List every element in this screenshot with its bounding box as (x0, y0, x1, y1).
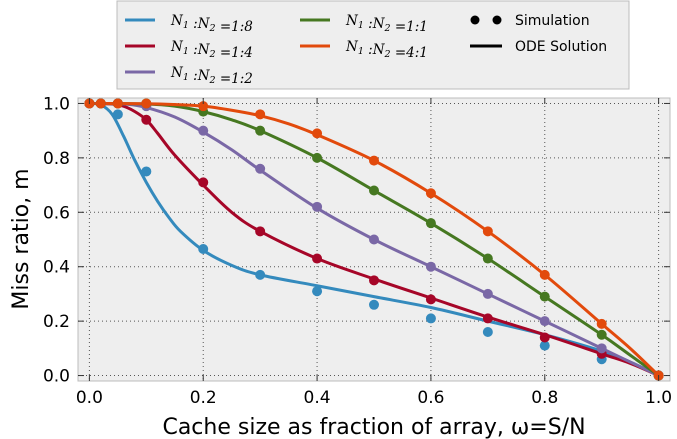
data-point (112, 109, 123, 120)
legend-ode-label: ODE Solution (515, 39, 607, 55)
x-tick-label: 0.4 (304, 388, 331, 408)
x-tick-label: 0.6 (417, 388, 444, 408)
data-point (425, 294, 436, 305)
data-point (539, 340, 550, 351)
data-point (482, 313, 493, 324)
y-tick-label: 0.6 (43, 203, 70, 223)
data-point (255, 109, 266, 120)
y-axis-ticks: 0.0 0.2 0.4 0.6 0.8 1.0 (43, 94, 670, 387)
legend-simulation-label: Simulation (515, 13, 590, 29)
x-tick-label: 1.0 (645, 388, 672, 408)
y-axis-label: Miss ratio, m (9, 168, 34, 309)
data-point (425, 261, 436, 272)
data-point (141, 114, 152, 125)
legend-entry: N1 :N2 =1:8 (125, 13, 253, 35)
legend-simulation: Simulation (470, 13, 590, 29)
data-point (141, 166, 152, 177)
data-point (539, 316, 550, 327)
data-point (255, 269, 266, 280)
data-point (369, 234, 379, 245)
legend: N1 :N2 =1:8 N1 :N2 =1:4 N1 :N2 =1:2 N1 :N2 … (116, 0, 630, 90)
data-point (369, 299, 379, 310)
legend-label: N1 :N2 =1:2 (170, 65, 253, 87)
data-point (312, 286, 323, 297)
series-line-3 (89, 101, 660, 377)
y-tick-label: 0.4 (43, 258, 70, 278)
y-tick-label: 1.0 (43, 94, 70, 114)
data-point (482, 253, 493, 264)
data-point (369, 185, 379, 196)
data-point (596, 343, 607, 354)
data-point (539, 332, 550, 343)
data-point (369, 275, 379, 286)
data-point (312, 152, 323, 163)
data-point (255, 163, 266, 174)
data-point (198, 125, 209, 136)
data-point (425, 218, 436, 229)
legend-label: N1 :N2 =1:8 (170, 13, 253, 35)
x-tick-label: 0.0 (76, 388, 103, 408)
data-point (312, 201, 323, 212)
data-point (141, 98, 152, 109)
data-point (539, 269, 550, 280)
data-point (482, 226, 493, 237)
data-point (255, 125, 266, 136)
data-point (369, 155, 379, 166)
x-axis-label: Cache size as fraction of array, ω=S/N (162, 415, 585, 439)
data-point (482, 327, 493, 338)
data-point (312, 253, 323, 264)
series-points (84, 98, 664, 381)
data-point (482, 288, 493, 299)
series-line-4 (89, 101, 660, 377)
x-tick-label: 0.2 (190, 388, 217, 408)
legend-label: N1 :N2 =4:1 (345, 39, 428, 61)
y-tick-label: 0.0 (43, 367, 70, 387)
legend-dot (470, 15, 480, 25)
data-point (596, 329, 607, 340)
legend-label: N1 :N2 =1:1 (345, 13, 428, 35)
x-axis-ticks: 0.0 0.2 0.4 0.6 0.8 1.0 (76, 98, 672, 408)
legend-entry: N1 :N2 =4:1 (300, 39, 428, 61)
legend-ode: ODE Solution (470, 39, 607, 55)
legend-box (116, 0, 630, 90)
data-point (198, 244, 209, 255)
data-point (198, 101, 209, 112)
data-point (425, 313, 436, 324)
y-tick-label: 0.8 (43, 149, 70, 169)
data-point (198, 177, 209, 188)
y-tick-label: 0.2 (43, 312, 70, 332)
data-point (596, 318, 607, 329)
data-point (539, 291, 550, 302)
data-point (255, 226, 266, 237)
x-tick-label: 0.8 (531, 388, 558, 408)
legend-entry: N1 :N2 =1:2 (125, 65, 253, 87)
legend-label: N1 :N2 =1:4 (170, 39, 253, 61)
legend-dot (492, 15, 502, 25)
data-point (312, 128, 323, 139)
series-line-1 (89, 101, 660, 377)
data-point (112, 98, 123, 109)
legend-entry: N1 :N2 =1:1 (300, 13, 428, 35)
legend-entry: N1 :N2 =1:4 (125, 39, 253, 61)
data-point (425, 188, 436, 199)
data-point (95, 98, 106, 109)
